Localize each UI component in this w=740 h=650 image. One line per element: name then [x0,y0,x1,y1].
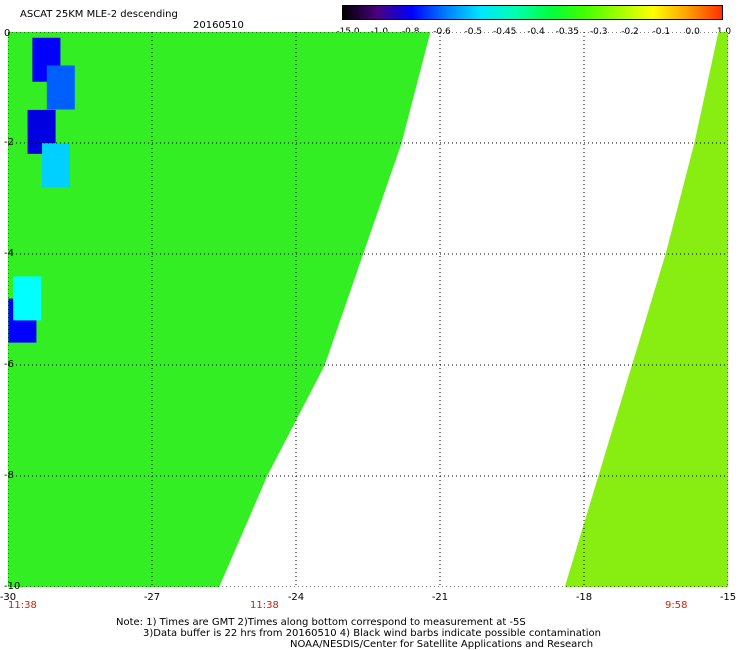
y-tick-label: 0 [4,28,11,39]
low-value-patch [46,65,75,110]
right-swath [564,32,728,587]
x-tick-label: -21 [431,592,449,603]
x-tick-label: -27 [143,592,161,603]
low-value-patch [42,143,70,188]
x-tick-label: -15 [719,592,737,603]
colorbar [342,5,723,20]
y-tick-label: -6 [4,359,14,370]
colorbar-tick-label: -0.2 [621,27,639,37]
colorbar-tick-label: -0.1 [652,27,671,37]
time-label-right: 9:58 [665,600,688,611]
x-tick-label: -18 [575,592,593,603]
y-tick-label: -4 [4,248,14,259]
colorbar-tick-label: -0.35 [555,27,579,37]
y-tick-label: -10 [4,581,21,592]
colorbar-tick-label: -0.6 [433,27,451,37]
note-line-1: Note: 1) Times are GMT 2)Times along bot… [116,617,526,628]
note-line-2: 3)Data buffer is 22 hrs from 20160510 4)… [143,628,601,639]
time-label-mid: 11:38 [250,600,279,611]
chart-date: 20160510 [193,20,244,31]
left-swath [8,32,431,587]
y-tick-label: -8 [4,470,14,481]
note-line-3: NOAA/NESDIS/Center for Satellite Applica… [290,639,594,650]
x-tick-label: -30 [0,592,17,603]
chart-title: ASCAT 25KM MLE-2 descending [20,9,178,20]
low-value-patch [13,276,42,321]
colorbar-tick-label: -0.3 [589,27,608,37]
y-tick-label: -2 [4,137,14,148]
x-tick-label: -24 [287,592,305,603]
wind-map [8,32,728,587]
time-label-left: 11:38 [8,600,37,611]
colorbar-tick-label: -0.5 [464,27,483,37]
